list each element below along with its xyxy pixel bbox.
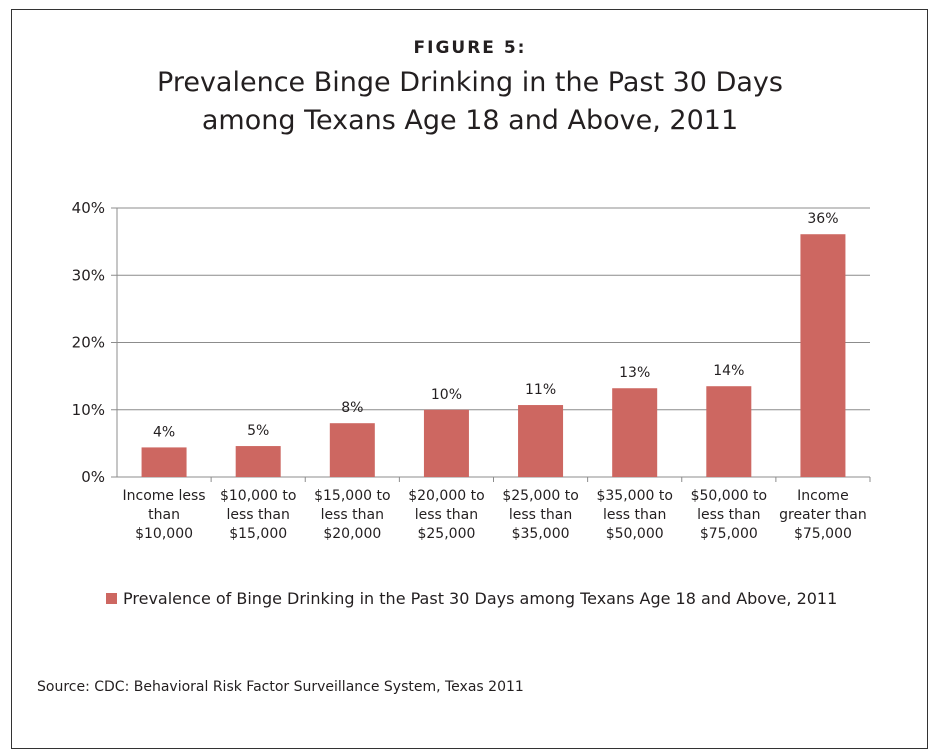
bar-chart: 0% 10% 20% 30% 40% 4% Income less than $10,000 5%… bbox=[72, 199, 871, 608]
data-label: 8% bbox=[341, 400, 363, 416]
bar bbox=[612, 388, 658, 477]
chart-title-line-2: among Texans Age 18 and Above, 2011 bbox=[201, 105, 739, 136]
x-tick-label: $10,000 to less than $15,000 bbox=[220, 488, 296, 542]
x-tick-label: $15,000 to less than $20,000 bbox=[314, 488, 390, 542]
data-label: 14% bbox=[713, 363, 744, 379]
data-label: 13% bbox=[619, 365, 650, 381]
x-tick-label: $25,000 to less than $35,000 bbox=[502, 488, 578, 542]
chart-title-line-1: Prevalence Binge Drinking in the Past 30… bbox=[157, 67, 783, 98]
figure-label: FIGURE 5: bbox=[413, 38, 527, 58]
bar bbox=[141, 447, 187, 477]
data-label: 5% bbox=[247, 423, 269, 439]
legend-swatch bbox=[106, 593, 117, 604]
x-tick-label: Income less than $10,000 bbox=[123, 488, 206, 542]
data-label: 36% bbox=[807, 211, 838, 227]
y-tick-label: 10% bbox=[72, 401, 105, 419]
source-note: Source: CDC: Behavioral Risk Factor Surv… bbox=[37, 679, 524, 695]
y-tick-label: 0% bbox=[81, 468, 105, 486]
y-tick-label: 30% bbox=[72, 266, 105, 284]
y-tick-label: 40% bbox=[72, 199, 105, 217]
bar bbox=[706, 386, 752, 477]
x-tick-label: $35,000 to less than $50,000 bbox=[596, 488, 672, 542]
data-label: 10% bbox=[431, 387, 462, 403]
bar bbox=[800, 234, 846, 477]
x-tick-label: $50,000 to less than $75,000 bbox=[691, 488, 767, 542]
bar bbox=[518, 405, 564, 477]
y-tick-label: 20% bbox=[72, 334, 105, 352]
x-tick-label: $20,000 to less than $25,000 bbox=[408, 488, 484, 542]
bar bbox=[329, 423, 375, 477]
legend-label: Prevalence of Binge Drinking in the Past… bbox=[123, 589, 837, 608]
data-label: 11% bbox=[525, 382, 556, 398]
bar bbox=[423, 409, 469, 477]
data-label: 4% bbox=[153, 424, 175, 440]
chart-title: Prevalence Binge Drinking in the Past 30… bbox=[0, 64, 940, 140]
bar bbox=[235, 446, 281, 477]
x-tick-label: Income greater than $75,000 bbox=[779, 488, 867, 542]
